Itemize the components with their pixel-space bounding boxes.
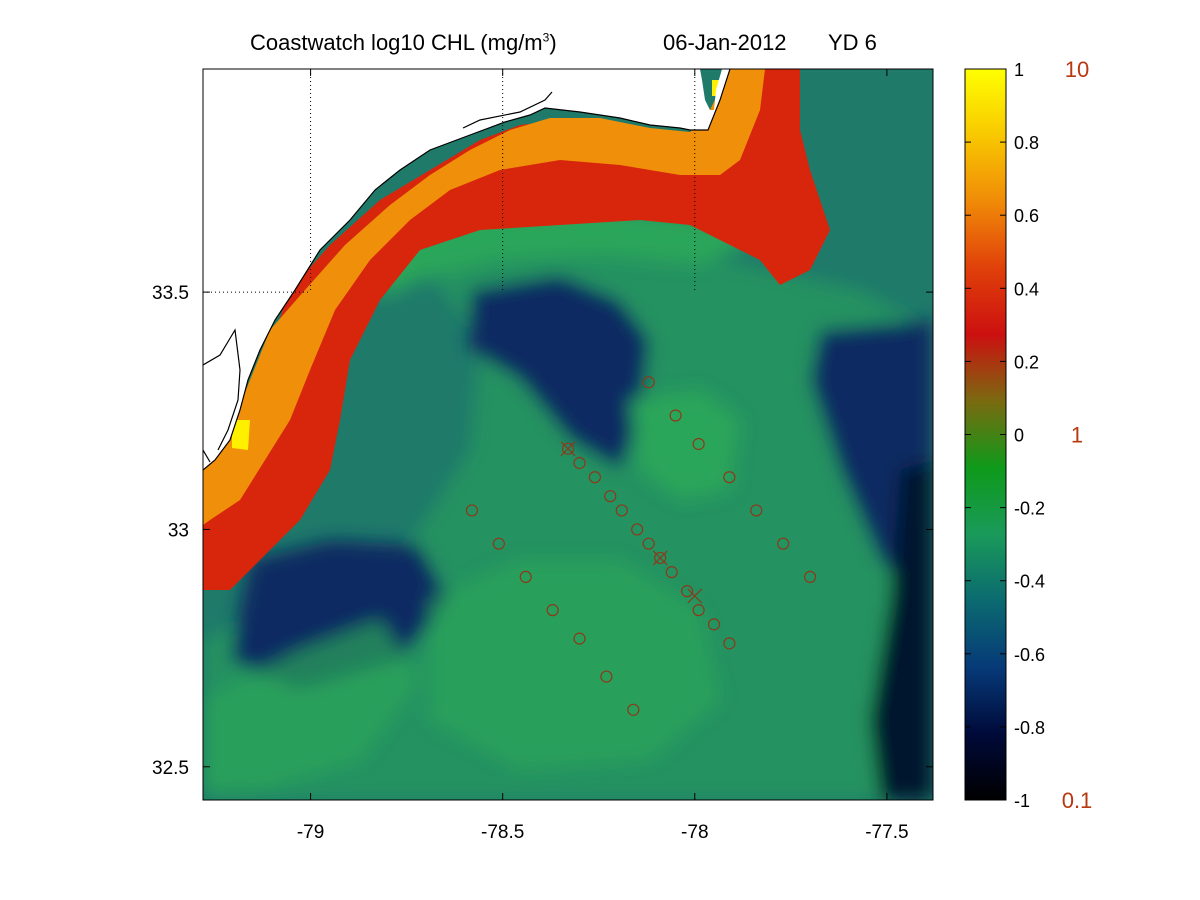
colorbar: 1 0.8 0.6 0.4 0.2 0 -0.2 -0.4 -0.6 -0.8 -1 10 1 0.1 (964, 57, 1093, 813)
station-marker (604, 490, 617, 503)
title-suffix: ) (549, 30, 557, 55)
date-label: 06-Jan-2012 (663, 30, 787, 55)
green-filament-southwest (203, 620, 420, 790)
station-marker (750, 504, 763, 517)
station-marker (642, 537, 655, 550)
colorbar-tick-label: 0.8 (1014, 133, 1039, 153)
title-text: Coastwatch log10 CHL (mg/m (250, 30, 543, 55)
station-marker (723, 637, 736, 650)
station-marker (465, 504, 479, 517)
station-cross-marker (560, 441, 576, 457)
station-marker (573, 632, 586, 645)
station-markers (465, 376, 817, 716)
station-marker (681, 585, 694, 598)
deep-ocean-patch-north (470, 275, 650, 470)
x-tick-label: -79 (297, 822, 324, 843)
colorbar-linear-label: 10 (1065, 57, 1089, 82)
station-marker (654, 551, 667, 565)
green-tongue-center (630, 390, 740, 500)
station-marker (588, 471, 601, 484)
colorbar-tick-label: 0 (1014, 426, 1024, 446)
station-marker (615, 504, 628, 517)
colorbar-ticks: 1 0.8 0.6 0.4 0.2 0 -0.2 -0.4 -0.6 -0.8 -1 (965, 60, 1045, 811)
green-filament-south (430, 560, 720, 770)
colorbar-linear-labels: 10 1 0.1 (1062, 57, 1093, 813)
colorbar-tick-label: 1 (1014, 60, 1024, 80)
station-marker (573, 456, 586, 470)
station-cross-marker (652, 550, 668, 566)
station-marker (561, 442, 575, 455)
station-marker (642, 376, 655, 389)
station-marker (669, 409, 682, 422)
title-superscript: 3 (542, 30, 550, 45)
station-marker (777, 537, 790, 550)
station-marker (692, 437, 705, 451)
colorbar-tick-label: -0.2 (1014, 499, 1045, 519)
y-axis: 33.5 33 32.5 (152, 283, 933, 779)
x-tick-label: -78 (681, 822, 708, 843)
x-tick-label: -77.5 (865, 822, 908, 843)
coastal-red-front (203, 69, 830, 590)
x-tick-label: -78.5 (481, 822, 524, 843)
coastline (203, 69, 731, 471)
chlorophyll-field (203, 69, 933, 800)
station-marker (492, 537, 505, 550)
x-axis: -79 -78.5 -78 -77.5 (297, 69, 909, 843)
station-marker (803, 570, 817, 584)
colorbar-linear-label: 1 (1071, 423, 1083, 448)
colorbar-tick-label: 0.6 (1014, 206, 1039, 226)
colorbar-tick-label: -1 (1014, 791, 1030, 811)
map-axes-frame (202, 68, 934, 801)
colorbar-linear-label: 0.1 (1062, 788, 1093, 813)
colorbar-tick-label: 0.2 (1014, 352, 1039, 372)
station-marker (631, 523, 644, 536)
land-area (203, 69, 730, 470)
dark-water-southeast (870, 460, 933, 800)
colorbar-tick-label: -0.6 (1014, 645, 1045, 665)
y-tick-label: 33 (168, 520, 189, 541)
colorbar-tick-label: -0.4 (1014, 572, 1045, 592)
station-marker (627, 703, 640, 716)
colorbar-tick-label: -0.8 (1014, 718, 1045, 738)
colorbar-tick-label: 0.4 (1014, 279, 1039, 299)
colorbar-gradient (964, 68, 1007, 801)
yearday-label: YD 6 (828, 30, 877, 55)
station-marker (665, 566, 678, 579)
station-cross-marker (687, 588, 703, 604)
station-marker (546, 604, 559, 617)
y-tick-label: 32.5 (152, 758, 189, 779)
map-title: Coastwatch log10 CHL (mg/m3) (250, 30, 557, 56)
station-marker (600, 670, 613, 683)
station-marker (723, 471, 736, 484)
station-marker (692, 604, 705, 617)
y-tick-label: 33.5 (152, 283, 189, 304)
station-marker (519, 570, 532, 584)
station-marker (707, 618, 721, 631)
